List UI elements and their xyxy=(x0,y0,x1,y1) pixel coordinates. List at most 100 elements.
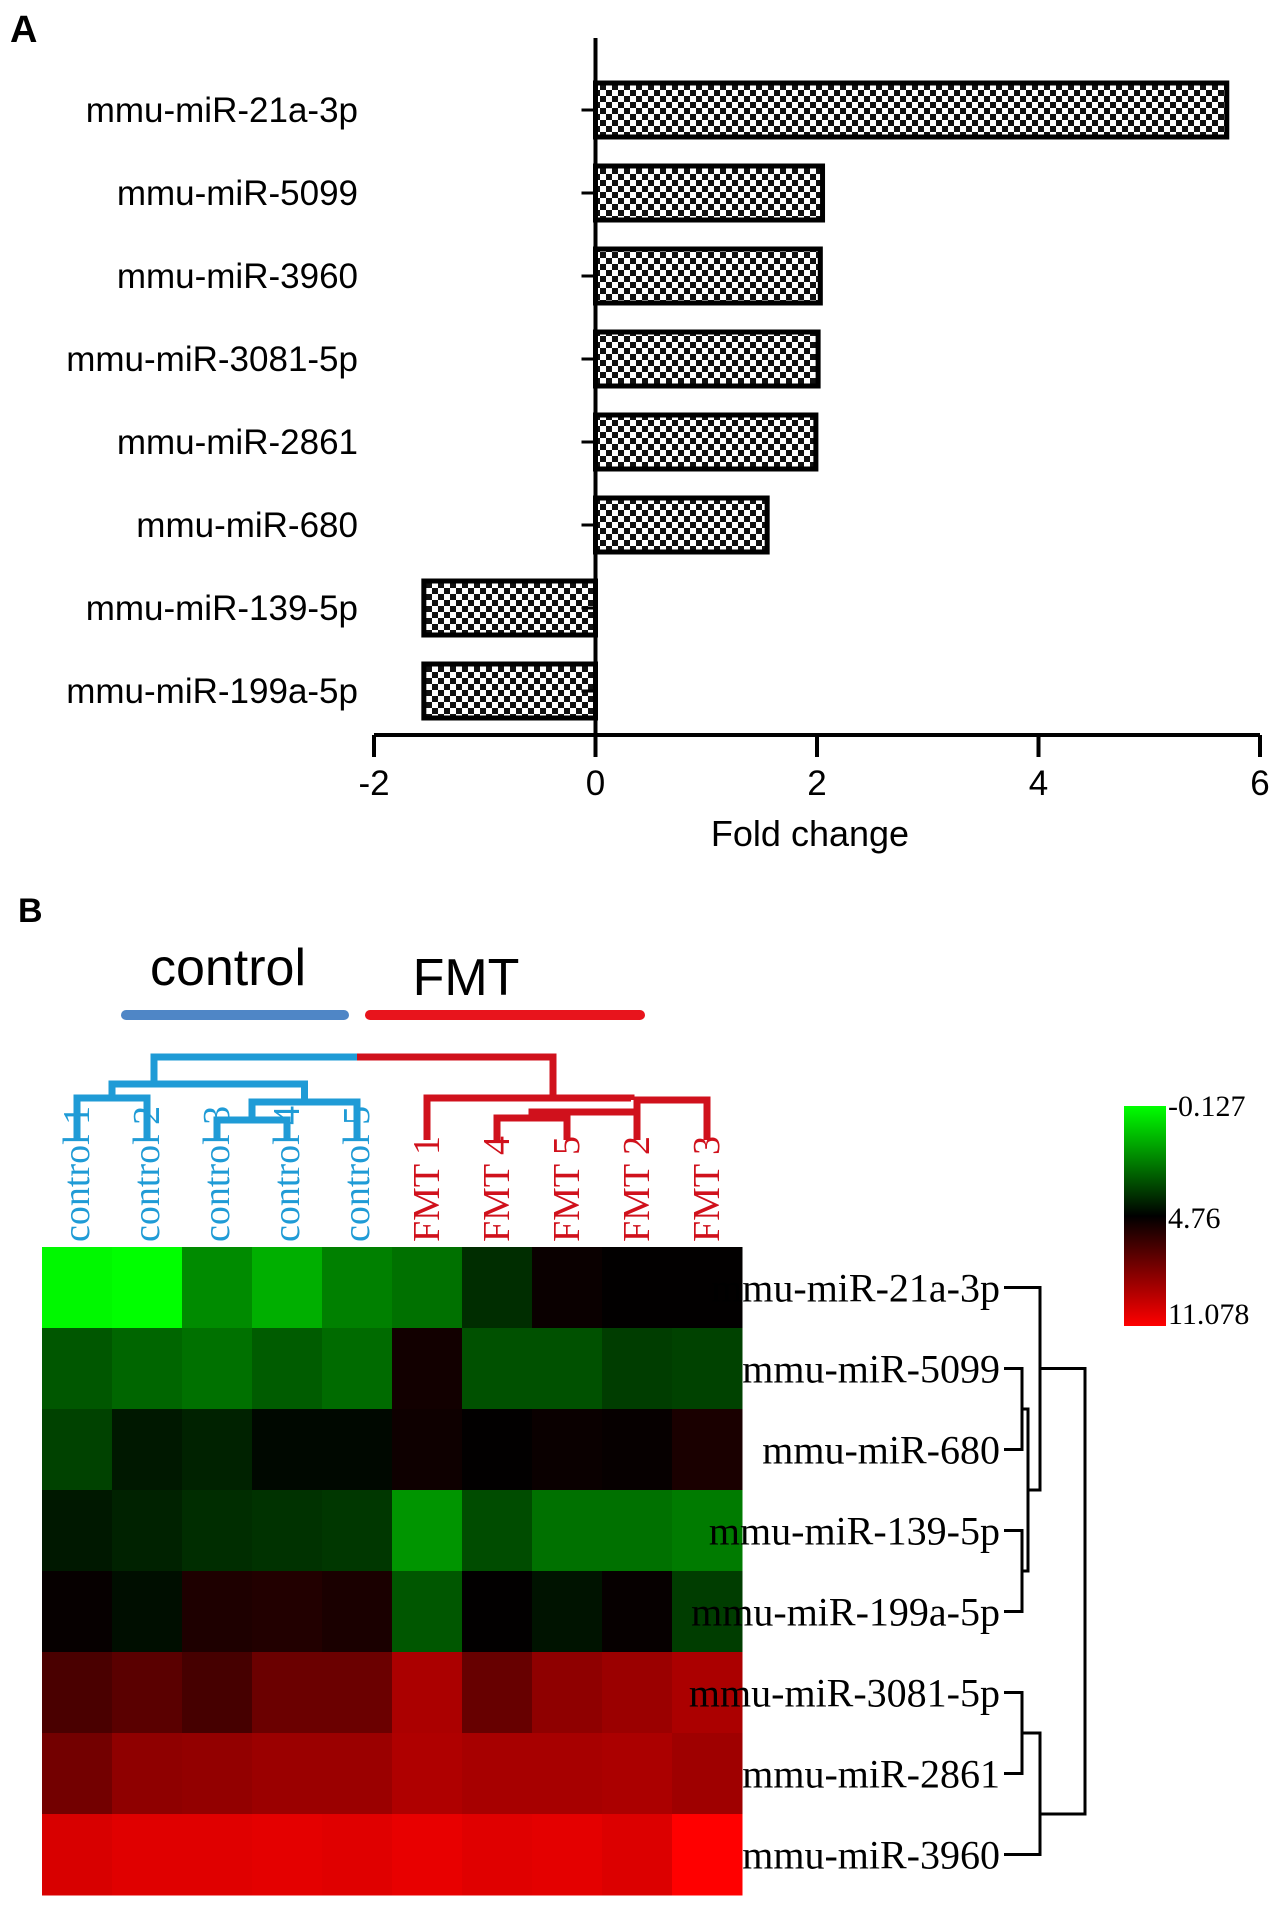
bar-mmu-mir-2861 xyxy=(593,412,819,472)
bar-category-label: mmu-miR-2861 xyxy=(117,423,358,462)
heatmap-cell xyxy=(42,1814,113,1896)
bar-y-axis xyxy=(581,38,598,735)
bar-mmu-mir-5099 xyxy=(593,163,826,223)
bar-x-tick-label: 6 xyxy=(1250,764,1269,803)
bar-mmu-mir-680 xyxy=(593,495,770,555)
bar-category-label: mmu-miR-5099 xyxy=(117,174,358,213)
column-label-control-5: control 5 xyxy=(336,1106,378,1242)
heatmap-cell xyxy=(112,1409,183,1491)
column-label-fmt-3: FMT 3 xyxy=(686,1136,728,1242)
heatmap-cell xyxy=(182,1247,253,1329)
heatmap-cell xyxy=(532,1247,603,1329)
row-dendrogram-branch xyxy=(1004,1286,1042,1492)
row-dendrogram-branch xyxy=(1004,1529,1024,1613)
column-dendrogram-root-right xyxy=(357,1053,557,1098)
heatmap-cells xyxy=(42,1247,743,1896)
heatmap-cell xyxy=(182,1328,253,1410)
heatmap-cell xyxy=(602,1247,673,1329)
bar-x-tick-label: 2 xyxy=(807,764,826,803)
panel-a-label: A xyxy=(10,9,37,51)
heatmap-cell xyxy=(392,1247,463,1329)
bar-category-label: mmu-miR-3081-5p xyxy=(66,340,358,379)
heatmap-cell xyxy=(602,1328,673,1410)
column-dendrogram-branch xyxy=(633,1096,711,1140)
bar-x-axis-label: Fold change xyxy=(711,813,909,854)
bar-x-tick-label: 4 xyxy=(1029,764,1048,803)
group-label-control: control xyxy=(150,939,306,997)
bar-x-tick-label: -2 xyxy=(358,764,389,803)
heatmap-cell xyxy=(462,1247,533,1329)
heatmap-cell xyxy=(42,1652,113,1734)
heatmap-cell xyxy=(392,1652,463,1734)
bar-x-tick-label: 0 xyxy=(586,764,605,803)
heatmap-cell xyxy=(532,1571,603,1653)
heatmap-cell xyxy=(322,1490,393,1572)
row-dendrogram-branch xyxy=(1004,1691,1024,1775)
column-label-fmt-4: FMT 4 xyxy=(476,1136,518,1242)
heatmap-cell xyxy=(532,1733,603,1815)
column-label-fmt-1: FMT 1 xyxy=(406,1136,448,1242)
heatmap-cell xyxy=(42,1571,113,1653)
row-dendrogram-branch xyxy=(1040,1367,1087,1816)
heatmap-cell xyxy=(532,1814,603,1896)
heatmap-cell xyxy=(112,1652,183,1734)
heatmap-cell xyxy=(532,1490,603,1572)
bars xyxy=(421,80,1230,721)
row-dendrogram xyxy=(1004,1286,1087,1856)
bar-mmu-mir-3960 xyxy=(593,246,823,306)
column-label-control-4: control 4 xyxy=(266,1106,308,1242)
heatmap-cell xyxy=(392,1328,463,1410)
heatmap-cell xyxy=(322,1409,393,1491)
row-label-mmu-mir-5099: mmu-miR-5099 xyxy=(742,1347,1000,1392)
bar-mmu-mir-21a-3p xyxy=(593,80,1230,140)
heatmap-cell xyxy=(252,1733,323,1815)
heatmap-cell xyxy=(112,1733,183,1815)
column-label-fmt-5: FMT 5 xyxy=(546,1136,588,1242)
heatmap-cell xyxy=(322,1571,393,1653)
heatmap-cell xyxy=(392,1733,463,1815)
heatmap-cell xyxy=(252,1409,323,1491)
heatmap-cell xyxy=(42,1328,113,1410)
panel-b-label: B xyxy=(18,892,43,930)
heatmap-cell xyxy=(182,1814,253,1896)
heatmap-cell xyxy=(602,1490,673,1572)
group-headers: control FMT xyxy=(121,939,645,1020)
heatmap-cell xyxy=(182,1733,253,1815)
heatmap-cell xyxy=(392,1571,463,1653)
bar-category-label: mmu-miR-680 xyxy=(136,506,358,545)
color-scale-bar xyxy=(1124,1106,1166,1326)
heatmap-cell xyxy=(672,1490,743,1572)
heatmap-cell xyxy=(322,1247,393,1329)
row-label-mmu-mir-199a-5p: mmu-miR-199a-5p xyxy=(691,1590,1000,1635)
column-labels: control 1 control 2 control 3 control 4 cont… xyxy=(56,1106,728,1242)
bar-category-label: mmu-miR-139-5p xyxy=(86,589,358,628)
heatmap-cell xyxy=(672,1571,743,1653)
bar-chart: mmu-miR-21a-3p mmu-miR-5099 mmu-miR-3960 mm… xyxy=(66,38,1270,854)
heatmap-cell xyxy=(322,1652,393,1734)
heatmap-cell xyxy=(392,1490,463,1572)
heatmap-cell xyxy=(112,1247,183,1329)
heatmap-cell xyxy=(672,1814,743,1896)
column-label-control-2: control 2 xyxy=(126,1106,168,1242)
column-dendrogram-branch xyxy=(108,1080,308,1102)
column-label-fmt-2: FMT 2 xyxy=(616,1136,658,1242)
heatmap-cell xyxy=(602,1652,673,1734)
column-dendrogram xyxy=(73,1053,711,1140)
column-dendrogram-branch xyxy=(423,1094,635,1140)
heatmap-cell xyxy=(602,1733,673,1815)
heatmap-cell xyxy=(392,1814,463,1896)
color-scale-tick-label: -0.127 xyxy=(1168,1090,1246,1123)
heatmap-cell xyxy=(532,1328,603,1410)
heatmap-cell xyxy=(252,1247,323,1329)
heatmap-cell xyxy=(672,1733,743,1815)
heatmap-cell xyxy=(322,1328,393,1410)
heatmap-cell xyxy=(182,1490,253,1572)
group-label-fmt: FMT xyxy=(413,949,520,1007)
heatmap-cell xyxy=(462,1328,533,1410)
heatmap-cell xyxy=(462,1409,533,1491)
heatmap-cell xyxy=(112,1814,183,1896)
heatmap-cell xyxy=(462,1652,533,1734)
color-scale-tick-label: 11.078 xyxy=(1168,1298,1249,1331)
bar-mmu-mir-139-5p xyxy=(421,578,598,638)
